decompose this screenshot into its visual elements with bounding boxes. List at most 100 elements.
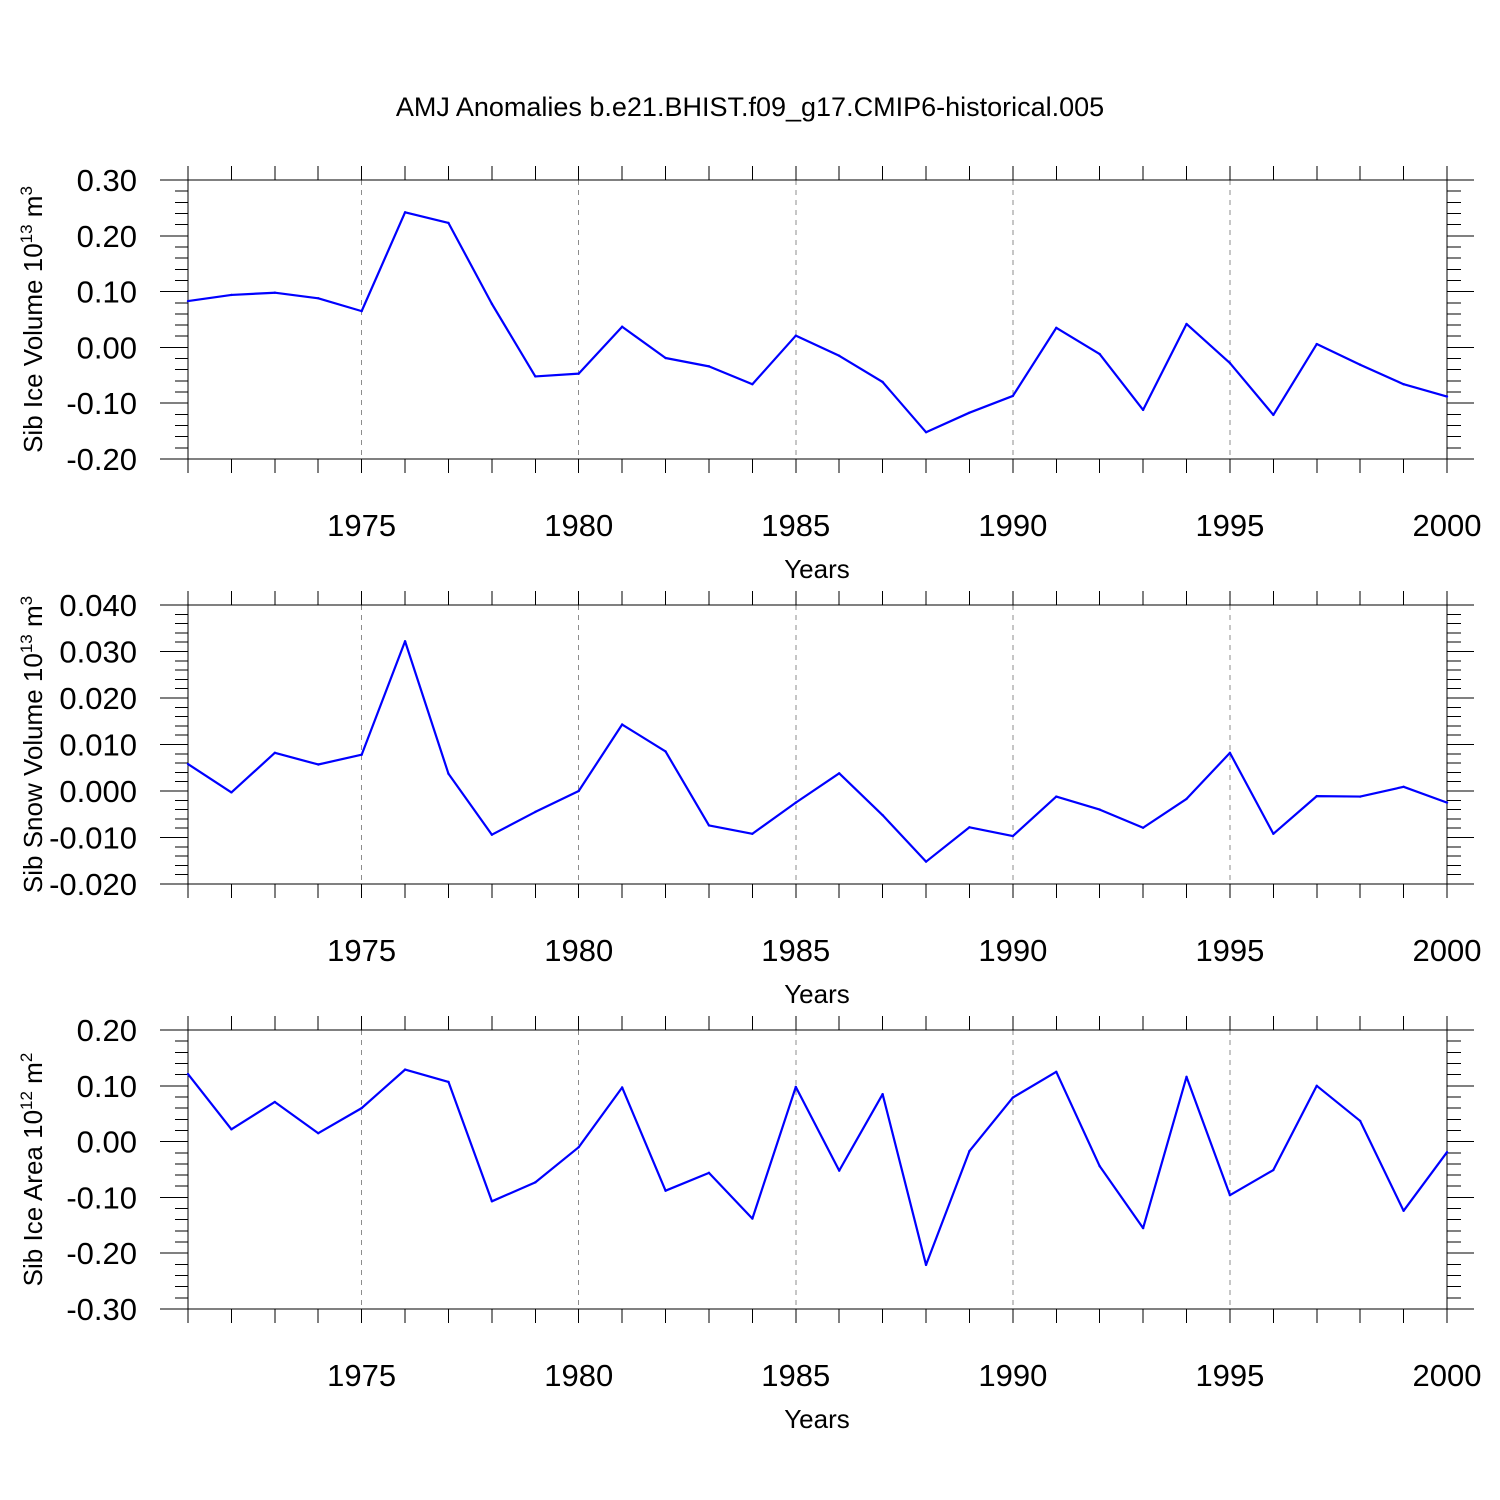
data-point (968, 411, 971, 414)
y-axis-title-part: m (18, 1062, 48, 1091)
data-point (751, 832, 754, 835)
x-tick-label: 1995 (1195, 1358, 1264, 1393)
y-tick-label: 0.10 (77, 1069, 137, 1104)
data-point (751, 1217, 754, 1220)
data-point (490, 302, 494, 306)
y-tick-label: 0.10 (77, 275, 137, 310)
data-point (230, 293, 233, 297)
data-point (447, 772, 450, 775)
y-axis-title-superscript: 13 (17, 224, 36, 243)
data-point (1358, 1119, 1362, 1123)
y-axis-title-superscript: 12 (17, 1091, 36, 1110)
data-point (1402, 1209, 1405, 1212)
data-point (1011, 834, 1015, 838)
data-point (1055, 1070, 1058, 1074)
data-point (1055, 326, 1058, 330)
series-line (187, 640, 1448, 863)
data-point (707, 365, 711, 368)
data-point (1445, 395, 1449, 398)
series-line (187, 211, 1448, 434)
data-point (534, 1181, 537, 1184)
chart-panel-1: -0.20 -0.10 0.00 0.10 0.20 0.30 1975 1980 1985 19… (17, 163, 1481, 584)
y-tick-label: -0.20 (66, 442, 137, 477)
data-point (1445, 801, 1449, 804)
x-tick-label: 1985 (761, 1358, 830, 1393)
data-point (1098, 352, 1101, 356)
chart-panel-3: -0.30 -0.20 -0.10 0.00 0.10 0.20 1975 1980 1985 1… (17, 1013, 1481, 1434)
data-point (534, 375, 537, 378)
data-point (968, 826, 971, 829)
y-axis-title-superscript: 2 (17, 1053, 36, 1062)
data-point (838, 772, 841, 775)
data-point (924, 431, 928, 434)
data-point (230, 791, 233, 794)
data-point (1141, 1226, 1145, 1230)
data-point (881, 813, 884, 817)
y-axis-title-part: Sib Snow Volume 10 (18, 653, 48, 893)
data-point (577, 372, 580, 375)
data-point (273, 751, 277, 755)
data-point (1272, 832, 1275, 835)
data-point (1011, 1096, 1015, 1099)
y-axis-title-part: m (18, 605, 48, 634)
data-point (1315, 342, 1318, 346)
y-tick-label: 0.020 (59, 681, 137, 716)
y-tick-label: 0.30 (77, 163, 137, 198)
y-tick-label: -0.020 (49, 867, 137, 902)
x-tick-label: 1985 (761, 933, 830, 968)
y-tick-label: 0.00 (77, 1125, 137, 1160)
data-point (620, 723, 624, 726)
data-point (620, 1086, 624, 1089)
data-point (186, 299, 190, 303)
data-point (1141, 408, 1145, 412)
data-point (317, 763, 320, 766)
y-tick-label: 0.040 (59, 588, 137, 623)
x-tick-label: 1980 (544, 508, 613, 543)
y-tick-label: 0.00 (77, 330, 137, 365)
y-tick-label: 0.000 (59, 774, 137, 809)
series-line (187, 1068, 1448, 1267)
y-tick-label: -0.10 (66, 386, 137, 421)
x-tick-label: 1980 (544, 1358, 613, 1393)
data-point (794, 801, 797, 804)
x-axis-title: Years (784, 554, 850, 584)
data-point (838, 1169, 841, 1172)
y-axis-title-part: m (18, 196, 48, 225)
data-point (186, 1072, 190, 1076)
data-point (403, 1068, 407, 1071)
y-tick-label: 0.030 (59, 635, 137, 670)
x-tick-label: 1990 (978, 508, 1047, 543)
data-point (881, 1092, 884, 1096)
data-point (1185, 322, 1188, 326)
y-axis-title: Sib Ice Volume 1013 m3 (17, 186, 48, 453)
data-point (1402, 785, 1405, 789)
x-tick-label: 2000 (1413, 508, 1482, 543)
x-tick-label: 1975 (327, 933, 396, 968)
data-point (1228, 361, 1232, 365)
data-point (751, 383, 754, 386)
data-point (838, 354, 841, 357)
y-axis-title-superscript: 3 (17, 596, 36, 605)
data-point (1358, 363, 1362, 366)
data-point (1272, 413, 1275, 417)
y-axis-title-superscript: 3 (17, 186, 36, 195)
data-point (1315, 1084, 1318, 1088)
y-tick-label: 0.20 (77, 219, 137, 254)
data-point (707, 824, 711, 827)
x-axis-title: Years (784, 979, 850, 1009)
x-tick-label: 1990 (978, 1358, 1047, 1393)
data-point (1358, 795, 1362, 798)
data-point (620, 325, 624, 328)
data-point (1098, 1164, 1101, 1168)
x-tick-label: 1995 (1195, 933, 1264, 968)
data-point (273, 291, 277, 294)
data-point (924, 1263, 928, 1267)
data-point (403, 211, 407, 214)
data-point (230, 1128, 233, 1131)
x-tick-label: 1985 (761, 508, 830, 543)
y-tick-label: 0.010 (59, 728, 137, 763)
x-tick-label: 1990 (978, 933, 1047, 968)
data-point (1272, 1168, 1275, 1172)
y-tick-label: -0.20 (66, 1236, 137, 1271)
data-point (360, 753, 363, 756)
